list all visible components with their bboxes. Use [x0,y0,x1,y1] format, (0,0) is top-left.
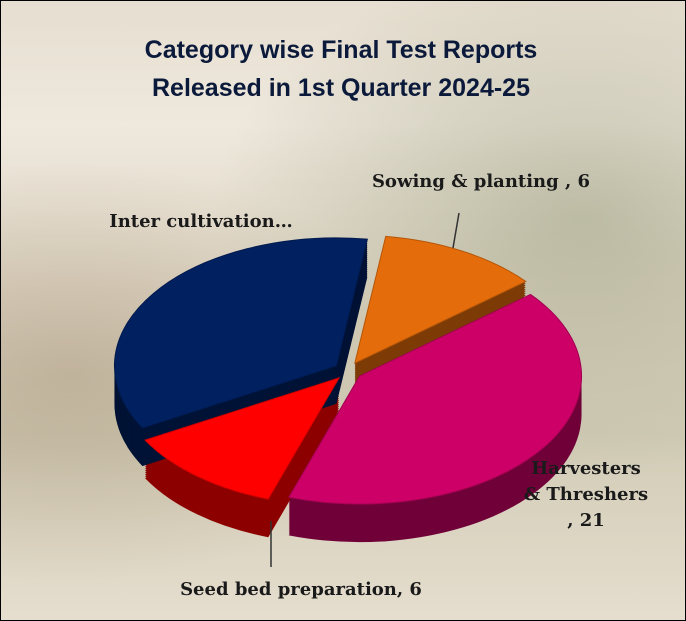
data-label: Sowing & planting , 6 [371,171,591,192]
slice [287,293,582,505]
data-label: Harvesters & Threshers , 21 [523,458,649,531]
pie [113,235,582,543]
data-label: Seed bed preparation, 6 [180,579,422,600]
data-label: Inter cultivation… [109,211,293,232]
slice [113,237,368,429]
leader-line [452,212,460,249]
slice [354,235,527,365]
chart-title: Category wise Final Test Reports Release… [144,36,538,102]
slice [144,377,341,500]
